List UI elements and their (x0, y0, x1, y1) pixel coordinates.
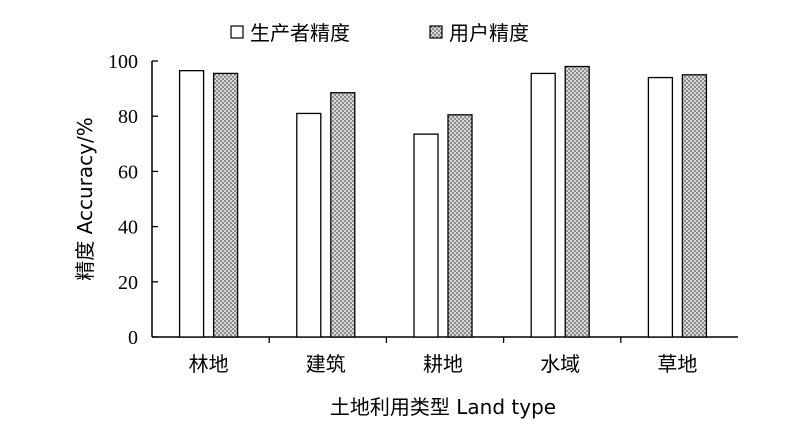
bars (178, 65, 708, 338)
bar-user-accuracy (212, 72, 239, 338)
bar-user-accuracy (330, 92, 356, 338)
bar-producer-accuracy (178, 70, 205, 338)
bar-producer-accuracy (530, 72, 556, 338)
legend-swatch-user-accuracy (429, 25, 443, 39)
y-tick-label: 60 (118, 161, 138, 183)
legend: 生产者精度 用户精度 (230, 21, 529, 45)
bar-producer-accuracy (296, 112, 322, 338)
axes (151, 61, 738, 338)
y-tick-label: 0 (128, 327, 138, 349)
legend-label-producer-accuracy: 生产者精度 (250, 21, 350, 45)
x-category-label: 建筑 (306, 352, 346, 376)
legend-swatch-producer-accuracy (230, 25, 244, 39)
bar-user-accuracy (447, 114, 473, 338)
y-tick-label: 80 (118, 106, 138, 128)
x-category-label: 林地 (189, 352, 229, 376)
x-axis-title: 土地利用类型 Land type (330, 395, 556, 419)
x-category-label: 草地 (657, 352, 697, 376)
x-category-label: 耕地 (423, 352, 463, 376)
y-tick-label: 40 (118, 217, 138, 239)
legend-label-user-accuracy: 用户精度 (449, 21, 529, 45)
x-ticks: 林地 建筑 耕地 水域 草地 (189, 337, 697, 376)
bar-user-accuracy (564, 65, 590, 338)
y-tick-label: 100 (108, 51, 138, 73)
x-category-label: 水域 (540, 352, 580, 376)
bar-producer-accuracy (413, 133, 439, 338)
bar-user-accuracy (681, 74, 708, 338)
y-tick-label: 20 (118, 272, 138, 294)
y-ticks: 0 20 40 60 80 100 (108, 51, 158, 349)
bar-producer-accuracy (647, 76, 674, 338)
y-axis-title: 精度 Accuracy/% (73, 117, 97, 280)
